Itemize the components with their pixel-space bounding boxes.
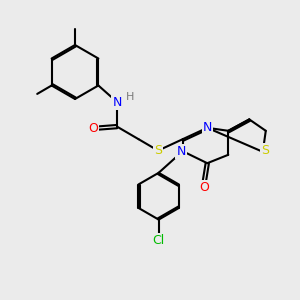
Text: O: O bbox=[88, 122, 98, 135]
Text: N: N bbox=[202, 121, 212, 134]
Text: Cl: Cl bbox=[153, 234, 165, 247]
Text: N: N bbox=[176, 145, 186, 158]
Text: N: N bbox=[112, 95, 122, 109]
Text: S: S bbox=[261, 144, 269, 157]
Text: H: H bbox=[125, 92, 134, 102]
Text: S: S bbox=[154, 144, 162, 157]
Text: O: O bbox=[199, 181, 209, 194]
